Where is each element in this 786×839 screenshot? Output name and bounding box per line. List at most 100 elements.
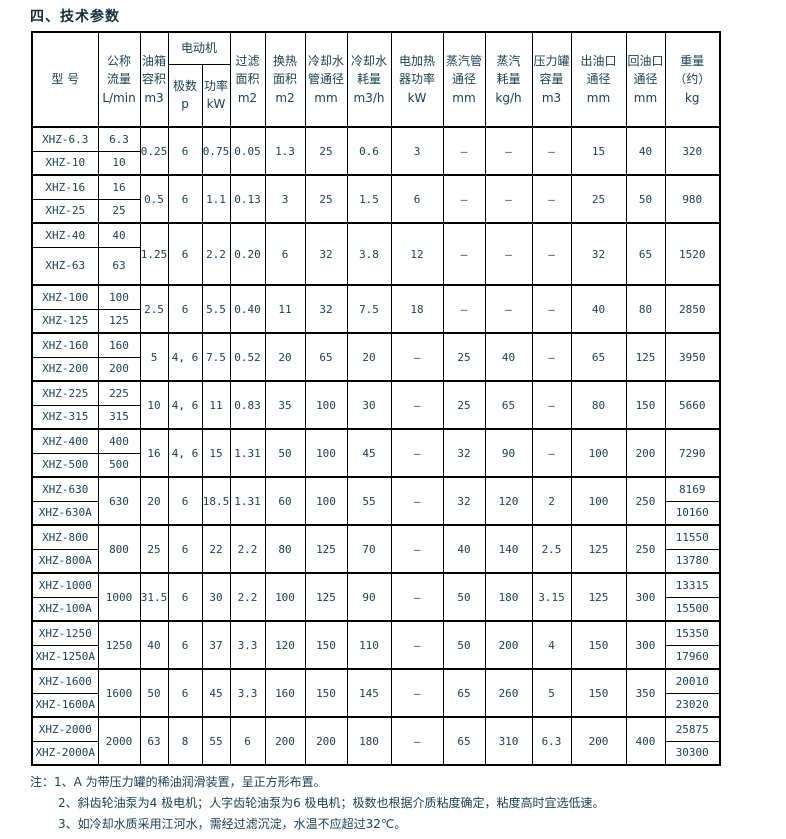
outlet-cell: 150	[570, 668, 627, 718]
notes-prefix: 注：	[30, 775, 55, 789]
table-row: XHZ-1000 1000 31.5 6 30 2.2 100 125 90—50 180 3.15…	[31, 572, 721, 622]
heat-cell: 11	[264, 284, 306, 334]
power-cell: 11	[201, 380, 231, 430]
tank-cell: 50	[139, 668, 169, 718]
outlet-cell: 32	[570, 222, 627, 286]
press_tank-cell: —	[531, 332, 572, 382]
steam_cons-cell: 140	[484, 524, 533, 574]
flow-cell: 630	[97, 476, 141, 526]
heater-cell: —	[390, 428, 444, 478]
tank-cell: 10	[139, 380, 169, 430]
model-cell: XHZ-800	[31, 524, 99, 550]
model-cell: XHZ-200	[31, 356, 99, 382]
return-cell: 150	[625, 380, 666, 430]
cool_pipe-cell: 150	[304, 668, 348, 718]
flow-cell: 400	[97, 428, 141, 454]
cool_cons-cell: 3.8	[346, 222, 392, 286]
table-row: XHZ-6.3 6.3 0.25 6 0.75 0.05 1.3 25 0.6 3— — —15 40 3…	[31, 126, 721, 176]
filter-cell: 2.2	[229, 572, 266, 622]
heat-cell: 6	[264, 222, 306, 286]
heat-cell: 100	[264, 572, 306, 622]
column-header-tank: 油箱 容积 m3	[139, 31, 169, 128]
outlet-cell: 15	[570, 126, 627, 176]
column-header-press_tank: 压力罐 容量 m3	[531, 31, 572, 128]
heater-cell: 12	[390, 222, 444, 286]
column-header-return: 回油口 通径 mm	[625, 31, 666, 128]
power-cell: 22	[201, 524, 231, 574]
model-cell: XHZ-6.3	[31, 126, 99, 152]
power-cell: 55	[201, 716, 231, 766]
table-row: XHZ-1600 1600 50 6 45 3.3 160 150 145—65 260 5 150 3…	[31, 668, 721, 718]
return-cell: 50	[625, 174, 666, 224]
steam_cons-cell: —	[484, 126, 533, 176]
press_tank-cell: 2	[531, 476, 572, 526]
weight-cell: 5660	[664, 380, 721, 430]
filter-cell: 0.83	[229, 380, 266, 430]
table-row: XHZ-100 100 2.5 6 5.5 0.40 11 32 7.5 18— — —40 80 285…	[31, 284, 721, 334]
weight-cell: 30300	[664, 740, 721, 766]
cool_cons-cell: 1.5	[346, 174, 392, 224]
weight-cell: 20010	[664, 668, 721, 694]
steam_cons-cell: 180	[484, 572, 533, 622]
poles-cell: 6	[167, 524, 203, 574]
flow-cell: 500	[97, 452, 141, 478]
cool_pipe-cell: 125	[304, 524, 348, 574]
heater-cell: 6	[390, 174, 444, 224]
heater-cell: —	[390, 716, 444, 766]
tank-cell: 40	[139, 620, 169, 670]
heat-cell: 60	[264, 476, 306, 526]
flow-cell: 1600	[97, 668, 141, 718]
tank-cell: 25	[139, 524, 169, 574]
table-row: XHZ-16 16 0.5 6 1.1 0.13 3 25 1.5 6— — —25 50 980	[31, 174, 721, 224]
flow-cell: 225	[97, 380, 141, 406]
model-cell: XHZ-800A	[31, 548, 99, 574]
steam_pipe-cell: 50	[442, 572, 486, 622]
column-header-cool_cons: 冷却水 耗量 m3/h	[346, 31, 392, 128]
power-cell: 7.5	[201, 332, 231, 382]
return-cell: 250	[625, 476, 666, 526]
cool_pipe-cell: 65	[304, 332, 348, 382]
model-cell: XHZ-1000	[31, 572, 99, 598]
flow-cell: 40	[97, 222, 141, 248]
heater-cell: —	[390, 476, 444, 526]
flow-cell: 125	[97, 308, 141, 334]
heat-cell: 3	[264, 174, 306, 224]
tank-cell: 2.5	[139, 284, 169, 334]
column-header-motor: 电动机	[167, 31, 231, 65]
model-cell: XHZ-1600	[31, 668, 99, 694]
power-cell: 5.5	[201, 284, 231, 334]
power-cell: 45	[201, 668, 231, 718]
poles-cell: 6	[167, 284, 203, 334]
steam_pipe-cell: 40	[442, 524, 486, 574]
filter-cell: 1.31	[229, 476, 266, 526]
flow-cell: 10	[97, 150, 141, 176]
return-cell: 200	[625, 428, 666, 478]
heat-cell: 20	[264, 332, 306, 382]
return-cell: 250	[625, 524, 666, 574]
weight-cell: 25875	[664, 716, 721, 742]
press_tank-cell: 5	[531, 668, 572, 718]
model-cell: XHZ-25	[31, 198, 99, 224]
outlet-cell: 25	[570, 174, 627, 224]
poles-cell: 6	[167, 476, 203, 526]
column-header-power: 功率 kW	[201, 63, 231, 128]
model-cell: XHZ-630	[31, 476, 99, 502]
cool_pipe-cell: 32	[304, 284, 348, 334]
cool_cons-cell: 145	[346, 668, 392, 718]
weight-cell: 23020	[664, 692, 721, 718]
flow-cell: 25	[97, 198, 141, 224]
table-row: XHZ-315 315	[31, 404, 720, 430]
filter-cell: 0.20	[229, 222, 266, 286]
table-row: XHZ-1600A 23020	[31, 692, 721, 718]
steam_pipe-cell: 25	[442, 332, 486, 382]
tank-cell: 5	[139, 332, 169, 382]
heat-cell: 50	[264, 428, 306, 478]
poles-cell: 4, 6	[167, 380, 203, 430]
column-header-outlet: 出油口 通径 mm	[570, 31, 627, 128]
steam_pipe-cell: 50	[442, 620, 486, 670]
model-cell: XHZ-2000	[31, 716, 99, 742]
steam_cons-cell: 260	[484, 668, 533, 718]
power-cell: 30	[201, 572, 231, 622]
cool_pipe-cell: 100	[304, 428, 348, 478]
cool_pipe-cell: 150	[304, 620, 348, 670]
